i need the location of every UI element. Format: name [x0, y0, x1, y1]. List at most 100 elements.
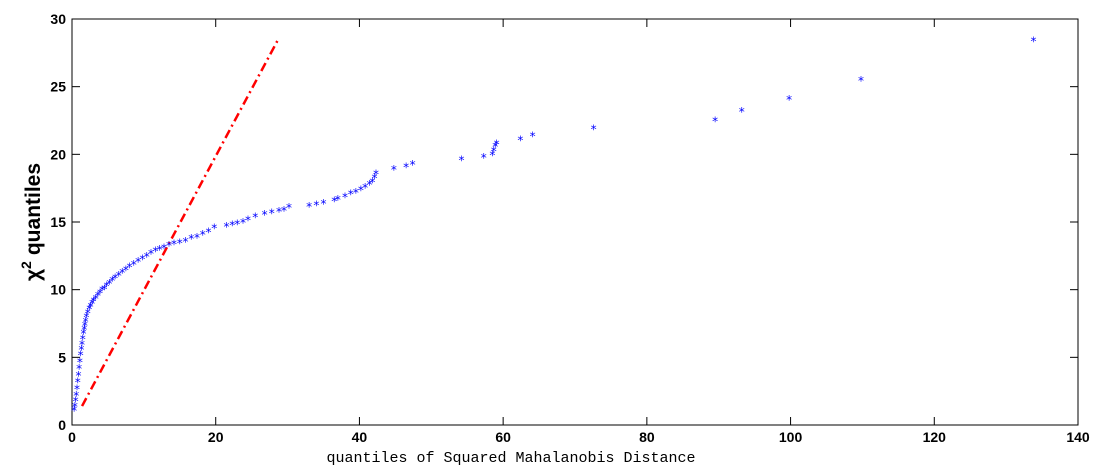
data-point: *	[80, 332, 86, 346]
y-tick-label: 10	[50, 282, 66, 298]
x-axis-label: quantiles of Squared Mahalanobis Distanc…	[326, 450, 695, 466]
data-point: *	[157, 243, 163, 257]
data-point: *	[81, 323, 87, 337]
data-point: *	[78, 343, 84, 357]
data-point: *	[252, 211, 258, 225]
data-point: *	[229, 219, 235, 233]
y-tick-label: 30	[50, 11, 66, 27]
data-point: *	[139, 253, 145, 267]
data-point: *	[281, 204, 287, 218]
data-point: *	[494, 138, 500, 152]
x-tick-label: 100	[779, 429, 803, 445]
data-point: *	[72, 400, 78, 414]
data-point: *	[391, 163, 397, 177]
data-point: *	[262, 208, 268, 222]
data-point: *	[358, 184, 364, 198]
data-point: *	[78, 349, 84, 363]
data-point: *	[91, 294, 97, 308]
y-axis-label: χ2 quantiles	[18, 163, 45, 281]
data-point: *	[101, 282, 107, 296]
data-point: *	[131, 258, 137, 272]
data-point: *	[106, 277, 112, 291]
data-point: *	[144, 250, 150, 264]
data-point: *	[234, 217, 240, 231]
data-point: *	[276, 205, 282, 219]
data-point: *	[109, 274, 115, 288]
data-point: *	[183, 235, 189, 249]
x-tick-label: 120	[923, 429, 947, 445]
x-tick-label: 0	[68, 429, 76, 445]
data-point: *	[73, 389, 79, 403]
data-point: *	[88, 300, 94, 314]
data-point: *	[85, 307, 91, 321]
reference-line	[80, 40, 279, 407]
data-point: *	[492, 140, 498, 154]
data-point: *	[83, 311, 89, 325]
data-point: *	[491, 144, 497, 158]
y-tick-label: 25	[50, 79, 66, 95]
data-point: *	[739, 105, 745, 119]
data-point: *	[362, 181, 368, 195]
data-point: *	[97, 286, 103, 300]
data-point: *	[89, 297, 95, 311]
data-point: *	[286, 201, 292, 215]
data-point: *	[126, 261, 132, 275]
y-axis-label-text: quantiles	[22, 163, 45, 255]
data-point: *	[112, 271, 118, 285]
data-point: *	[119, 266, 125, 280]
data-point: *	[77, 355, 83, 369]
data-point: *	[71, 404, 77, 418]
data-point: *	[123, 263, 129, 277]
data-point: *	[200, 228, 206, 242]
data-point: *	[481, 151, 487, 165]
data-point: *	[403, 161, 409, 175]
data-point: *	[306, 200, 312, 214]
data-point: *	[369, 175, 375, 189]
data-point: *	[530, 129, 536, 143]
data-point: *	[152, 244, 158, 258]
data-point: *	[313, 198, 319, 212]
data-point: *	[116, 269, 122, 283]
reference-line-segment	[80, 40, 279, 407]
data-point: *	[366, 178, 372, 192]
data-point: *	[458, 154, 464, 168]
data-point: *	[591, 123, 597, 137]
data-point: *	[75, 376, 81, 390]
data-point: *	[240, 216, 246, 230]
data-points: ****************************************…	[71, 35, 1036, 418]
data-point: *	[75, 369, 81, 383]
y-tick-label: 0	[58, 417, 66, 433]
x-tick-label: 20	[208, 429, 224, 445]
y-axis-label-symbol: χ	[22, 269, 45, 281]
data-point: *	[1030, 35, 1036, 49]
x-tick-label: 40	[352, 429, 368, 445]
data-point: *	[353, 186, 359, 200]
data-point: *	[74, 382, 80, 396]
data-point: *	[335, 193, 341, 207]
data-point: *	[206, 225, 212, 239]
data-point: *	[161, 242, 167, 256]
data-point: *	[177, 236, 183, 250]
data-point: *	[99, 284, 105, 298]
data-point: *	[489, 148, 495, 162]
data-point: *	[171, 238, 177, 252]
y-axis-label-superscript: 2	[18, 261, 34, 269]
data-point: *	[245, 213, 251, 227]
data-point: *	[321, 197, 327, 211]
data-point: *	[410, 158, 416, 172]
data-point: *	[79, 338, 85, 352]
data-point: *	[95, 289, 101, 303]
data-point: *	[86, 303, 92, 317]
data-point: *	[211, 221, 217, 235]
data-point: *	[269, 207, 275, 221]
data-point: *	[76, 362, 82, 376]
data-point: *	[712, 115, 718, 129]
plot-area	[71, 18, 1079, 426]
data-point: *	[80, 327, 86, 341]
data-point: *	[223, 220, 229, 234]
y-tick-label: 15	[50, 214, 66, 230]
data-point: *	[517, 133, 523, 147]
svg-text:χ2quantiles: χ2 quantiles	[18, 163, 45, 281]
data-point: *	[93, 292, 99, 306]
